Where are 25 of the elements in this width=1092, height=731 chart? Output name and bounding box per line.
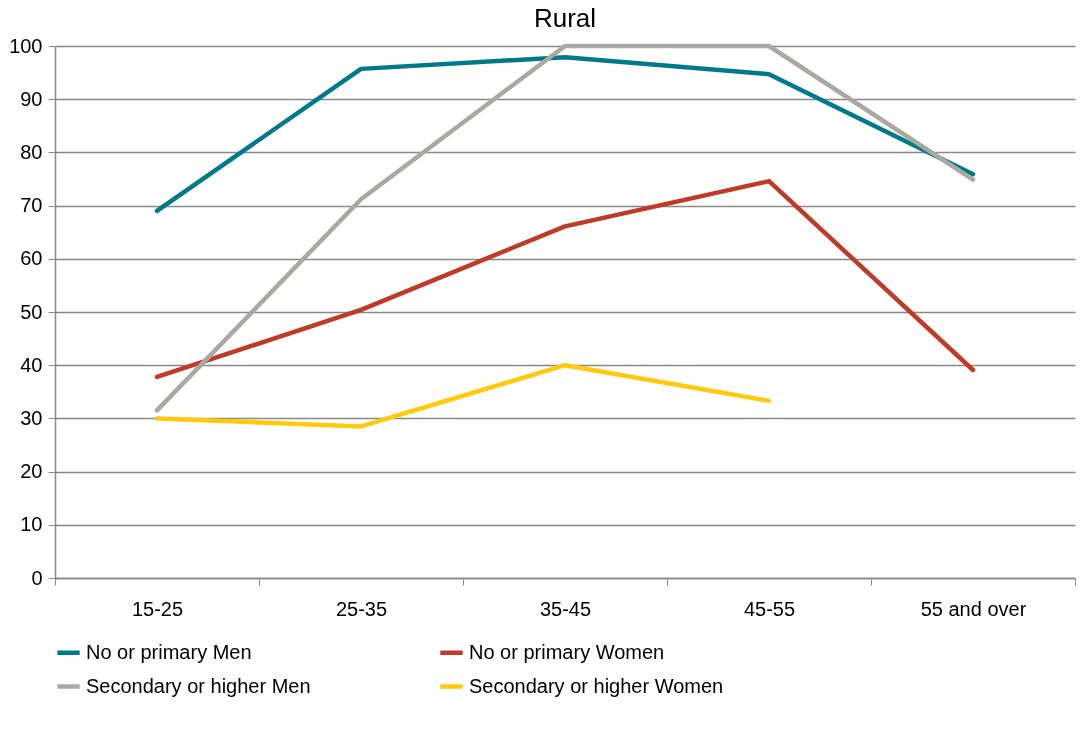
y-tick-label: 70 xyxy=(20,194,43,217)
legend-label: Secondary or higher Men xyxy=(86,674,311,697)
y-tick-label: 100 xyxy=(9,34,43,57)
legend-label: No or primary Men xyxy=(86,640,252,663)
y-tick-label: 10 xyxy=(20,513,43,536)
line-series xyxy=(154,178,976,380)
y-tick-label: 30 xyxy=(20,406,43,429)
y-tick-label: 90 xyxy=(20,87,43,110)
x-tick-label: 15-25 xyxy=(131,597,184,620)
y-tick-label: 80 xyxy=(20,140,43,163)
x-tick-label: 55 and over xyxy=(920,597,1027,620)
line-series xyxy=(154,43,976,413)
x-tick-label: 35-45 xyxy=(539,597,592,620)
chart-title: Rural xyxy=(533,3,597,33)
y-tick-label: 0 xyxy=(31,566,43,589)
y-tick-label: 40 xyxy=(20,353,43,376)
y-tick-label: 20 xyxy=(20,460,43,483)
line-series xyxy=(154,54,976,214)
line-series xyxy=(154,362,772,429)
y-tick-label: 50 xyxy=(20,300,43,323)
legend-label: No or primary Women xyxy=(469,640,665,663)
x-tick-label: 45-55 xyxy=(743,597,796,620)
y-tick-label: 60 xyxy=(20,247,43,270)
x-tick-label: 25-35 xyxy=(335,597,388,620)
legend-label: Secondary or higher Women xyxy=(469,674,724,697)
